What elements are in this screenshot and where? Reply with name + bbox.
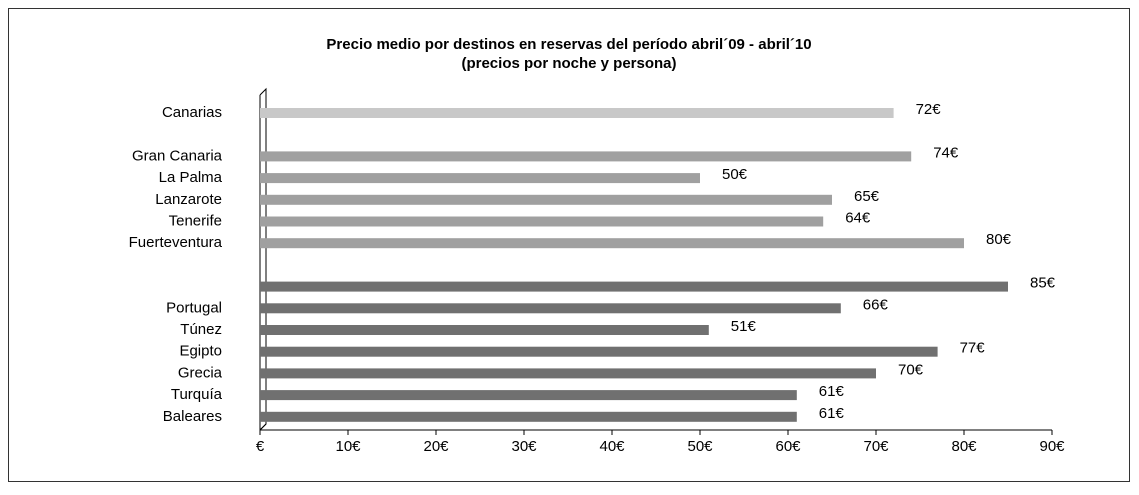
bar bbox=[260, 108, 894, 118]
y-tick-label: Grecia bbox=[178, 364, 223, 381]
bar bbox=[260, 303, 841, 314]
y-tick-label: Tenerife bbox=[169, 212, 222, 229]
data-label: 70€ bbox=[898, 361, 924, 378]
bar bbox=[260, 216, 824, 227]
y-tick-label: Baleares bbox=[163, 408, 222, 425]
x-tick-label: 70€ bbox=[863, 438, 889, 455]
chart-title: Precio medio por destinos en reservas de… bbox=[326, 36, 811, 53]
bar bbox=[260, 390, 797, 401]
x-tick-label: 90€ bbox=[1039, 438, 1065, 455]
x-tick-label: € bbox=[256, 438, 265, 455]
y-tick-label: Lanzarote bbox=[155, 191, 222, 208]
y-tick-label: Egipto bbox=[179, 343, 222, 360]
y-tick-label: Gran Canaria bbox=[132, 147, 223, 164]
x-tick-label: 20€ bbox=[423, 438, 449, 455]
data-label: 80€ bbox=[986, 231, 1012, 248]
data-label: 61€ bbox=[819, 383, 845, 400]
data-label: 65€ bbox=[854, 188, 880, 205]
y-tick-label: Fuerteventura bbox=[129, 234, 223, 251]
data-label: 72€ bbox=[916, 101, 942, 118]
y-tick-label: La Palma bbox=[159, 169, 223, 186]
x-tick-label: 30€ bbox=[511, 438, 537, 455]
bar bbox=[260, 325, 709, 335]
y-tick-label: Canarias bbox=[162, 104, 222, 121]
bar bbox=[260, 346, 938, 357]
x-tick-label: 40€ bbox=[599, 438, 625, 455]
data-label: 51€ bbox=[731, 318, 757, 335]
y-tick-label: Portugal bbox=[166, 299, 222, 316]
x-tick-label: 80€ bbox=[951, 438, 977, 455]
data-label: 74€ bbox=[933, 144, 959, 161]
y-tick-label: Túnez bbox=[180, 321, 222, 338]
bar bbox=[260, 281, 1008, 292]
bar bbox=[260, 151, 912, 162]
data-label: 50€ bbox=[722, 166, 748, 183]
bar bbox=[260, 173, 700, 184]
data-label: 66€ bbox=[863, 296, 889, 313]
bar bbox=[260, 194, 832, 205]
data-label: 61€ bbox=[819, 405, 845, 422]
data-label: 85€ bbox=[1030, 275, 1056, 292]
bar bbox=[260, 238, 964, 249]
bar bbox=[260, 411, 797, 422]
data-label: 64€ bbox=[845, 209, 871, 226]
axis-wall-edge bbox=[259, 423, 267, 431]
x-tick-label: 50€ bbox=[687, 438, 713, 455]
y-tick-label: Turquía bbox=[171, 386, 223, 403]
bar bbox=[260, 368, 876, 379]
x-tick-label: 60€ bbox=[775, 438, 801, 455]
chart-subtitle: (precios por noche y persona) bbox=[461, 55, 676, 72]
data-label: 77€ bbox=[960, 340, 986, 357]
x-tick-label: 10€ bbox=[335, 438, 361, 455]
